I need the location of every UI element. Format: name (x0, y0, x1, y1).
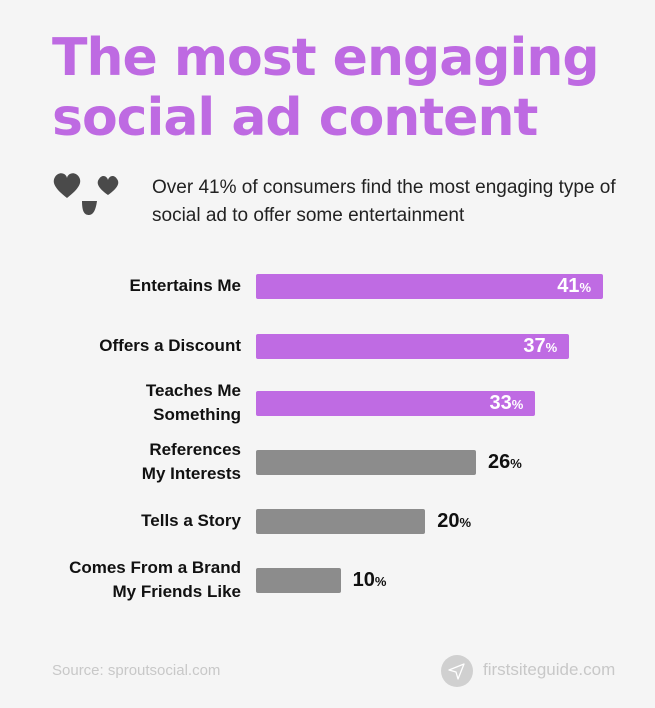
bar (256, 390, 536, 416)
data-label: 41% (557, 274, 591, 297)
category-label: Comes From a Brand My Friends Like (69, 558, 241, 601)
data-label: 37% (523, 334, 558, 357)
bar (256, 567, 341, 593)
bar (256, 449, 477, 475)
category-label: Teaches Me Something (145, 381, 241, 424)
heart-eyes-face-icon (53, 173, 119, 215)
data-label: 26% (488, 450, 522, 473)
category-label: Tells a Story (141, 511, 241, 530)
chart-subtitle: Over 41% of consumers find the most enga… (152, 177, 616, 226)
bar (256, 508, 426, 534)
source-text: Source: sproutsocial.com (52, 662, 221, 679)
category-label: Entertains Me (129, 276, 241, 295)
category-label: References My Interests (141, 440, 241, 483)
data-label: 10% (352, 568, 387, 591)
data-label: 33% (489, 391, 524, 414)
chart-title: The most engaging social ad content (52, 28, 600, 148)
bar (256, 273, 603, 299)
data-label: 20% (437, 509, 472, 532)
brand-link[interactable]: firstsiteguide.com (483, 660, 616, 679)
bar (256, 333, 570, 359)
category-label: Offers a Discount (99, 336, 241, 355)
paper-plane-icon (441, 655, 473, 687)
